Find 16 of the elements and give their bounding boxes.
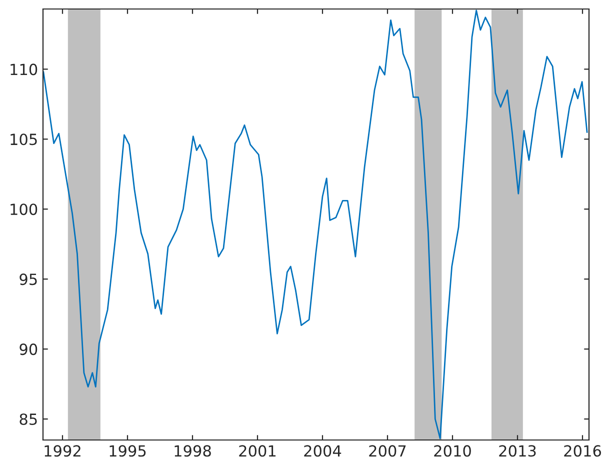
x-tick-label: 1995	[110, 445, 146, 457]
x-tick-label: 2016	[564, 445, 601, 457]
line-series	[43, 10, 588, 440]
y-tick-label: 100	[10, 204, 38, 216]
y-tick-label: 85	[20, 413, 37, 426]
y-tick-label: 110	[10, 64, 38, 76]
y-tick-label: 90	[20, 344, 38, 356]
y-tick-label: 105	[10, 134, 37, 146]
x-tick-label: 2001	[239, 445, 276, 457]
x-tick-label: 2007	[369, 445, 406, 457]
y-tick-label: 95	[20, 274, 37, 286]
x-tick-label: 1992	[44, 445, 80, 457]
x-tick-label: 2004	[304, 445, 342, 457]
x-tick-label: 2013	[499, 445, 536, 457]
x-tick-label: 2010	[434, 445, 471, 457]
x-tick-label: 1998	[174, 445, 211, 457]
